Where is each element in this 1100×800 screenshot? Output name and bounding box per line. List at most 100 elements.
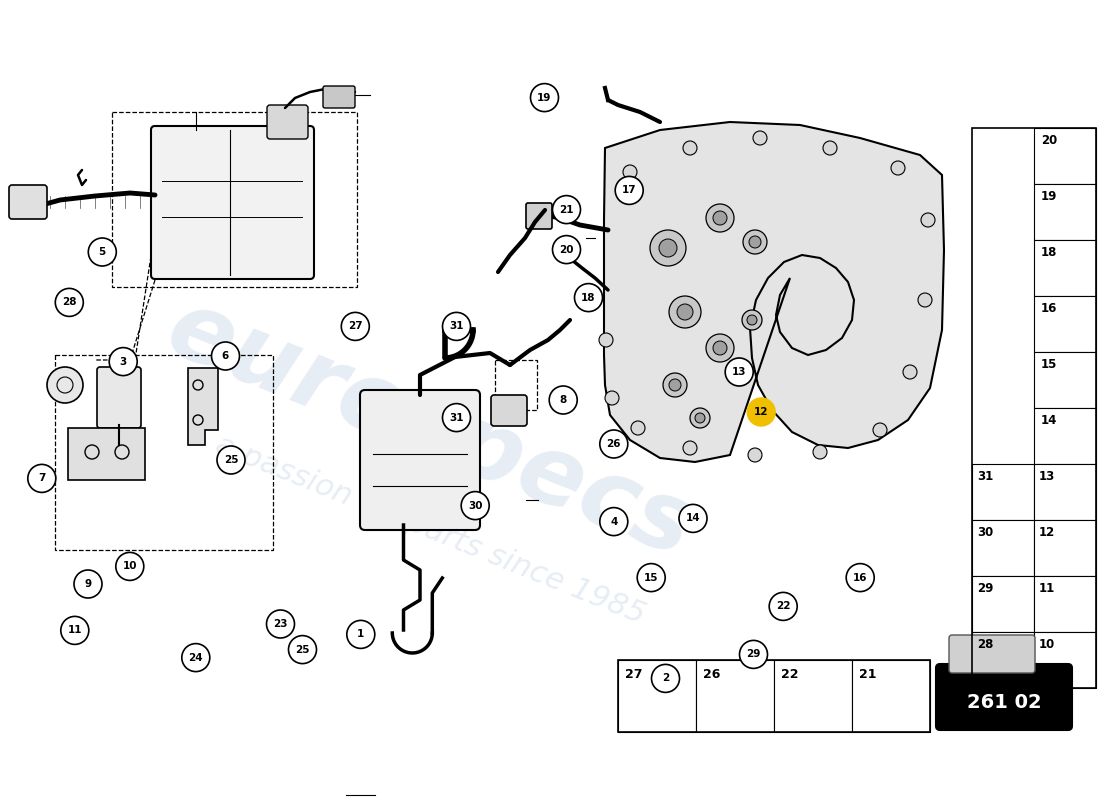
Text: 7: 7 (39, 474, 45, 483)
Text: 25: 25 (295, 645, 310, 654)
Circle shape (109, 347, 138, 376)
Text: 19: 19 (537, 93, 552, 102)
Circle shape (742, 230, 767, 254)
Circle shape (918, 293, 932, 307)
Circle shape (217, 446, 245, 474)
Circle shape (574, 284, 603, 312)
FancyBboxPatch shape (323, 86, 355, 108)
Bar (1034, 408, 1096, 464)
Circle shape (679, 504, 707, 533)
Bar (972, 128, 1096, 688)
FancyBboxPatch shape (526, 203, 552, 229)
Bar (852, 660, 930, 732)
Circle shape (747, 315, 757, 325)
Bar (618, 660, 930, 732)
Circle shape (921, 213, 935, 227)
Circle shape (341, 312, 370, 341)
Text: 29: 29 (746, 650, 761, 659)
Text: 5: 5 (99, 247, 106, 257)
Circle shape (211, 342, 240, 370)
Text: 31: 31 (449, 413, 464, 422)
Text: a passion for parts since 1985: a passion for parts since 1985 (211, 430, 649, 630)
Circle shape (873, 423, 887, 437)
Circle shape (600, 333, 613, 347)
Text: 11: 11 (67, 626, 82, 635)
Text: 23: 23 (273, 619, 288, 629)
Text: 21: 21 (559, 205, 574, 214)
Text: 14: 14 (1041, 414, 1057, 427)
Circle shape (55, 288, 84, 317)
Circle shape (116, 552, 144, 581)
Circle shape (47, 367, 82, 403)
Text: 8: 8 (560, 395, 566, 405)
Text: 26: 26 (703, 668, 720, 681)
Bar (972, 632, 1034, 688)
Circle shape (442, 312, 471, 341)
Circle shape (823, 141, 837, 155)
Text: 13: 13 (1040, 470, 1055, 483)
Polygon shape (188, 368, 218, 445)
FancyBboxPatch shape (949, 635, 1035, 673)
Circle shape (742, 310, 762, 330)
Text: 31: 31 (977, 470, 993, 483)
Circle shape (754, 131, 767, 145)
Circle shape (28, 464, 56, 492)
Bar (774, 660, 852, 732)
Text: 11: 11 (1040, 582, 1055, 595)
Text: 24: 24 (188, 653, 204, 662)
Text: eurospecs: eurospecs (153, 282, 706, 578)
Circle shape (676, 304, 693, 320)
Circle shape (669, 296, 701, 328)
Text: 22: 22 (776, 602, 791, 611)
Text: 12: 12 (1040, 526, 1055, 539)
Circle shape (615, 176, 644, 204)
Circle shape (683, 141, 697, 155)
Bar (618, 660, 696, 732)
Circle shape (690, 408, 710, 428)
Circle shape (637, 563, 666, 592)
Circle shape (695, 413, 705, 423)
Text: 12: 12 (754, 407, 769, 417)
Circle shape (663, 373, 688, 397)
Bar (1034, 352, 1096, 408)
Text: 6: 6 (222, 351, 229, 361)
Text: 1: 1 (358, 630, 364, 639)
Text: 10: 10 (122, 562, 138, 571)
Text: 15: 15 (644, 573, 659, 582)
Text: 10: 10 (1040, 638, 1055, 651)
Text: 9: 9 (85, 579, 91, 589)
Text: 28: 28 (977, 638, 993, 651)
Circle shape (706, 334, 734, 362)
Circle shape (659, 239, 676, 257)
Polygon shape (68, 428, 145, 480)
FancyBboxPatch shape (360, 390, 480, 530)
Text: 29: 29 (977, 582, 993, 595)
Circle shape (288, 635, 317, 664)
Bar (1034, 464, 1096, 520)
Text: 14: 14 (685, 514, 701, 523)
Circle shape (683, 441, 697, 455)
Text: 3: 3 (120, 357, 127, 366)
Bar (972, 520, 1034, 576)
Circle shape (600, 430, 628, 458)
Text: 2: 2 (662, 674, 669, 683)
Text: 27: 27 (348, 322, 363, 331)
Text: 13: 13 (732, 367, 747, 377)
Text: 20: 20 (559, 245, 574, 254)
Circle shape (748, 448, 762, 462)
Circle shape (600, 508, 628, 536)
Circle shape (605, 391, 619, 405)
Polygon shape (604, 122, 944, 462)
Text: 19: 19 (1041, 190, 1057, 203)
Text: 21: 21 (859, 668, 877, 681)
Circle shape (846, 563, 874, 592)
Circle shape (442, 403, 471, 432)
Circle shape (706, 204, 734, 232)
FancyBboxPatch shape (9, 185, 47, 219)
Bar (1034, 240, 1096, 296)
Bar (972, 464, 1034, 520)
Text: 17: 17 (621, 186, 637, 195)
Circle shape (749, 236, 761, 248)
Circle shape (60, 616, 89, 645)
FancyBboxPatch shape (97, 367, 141, 428)
